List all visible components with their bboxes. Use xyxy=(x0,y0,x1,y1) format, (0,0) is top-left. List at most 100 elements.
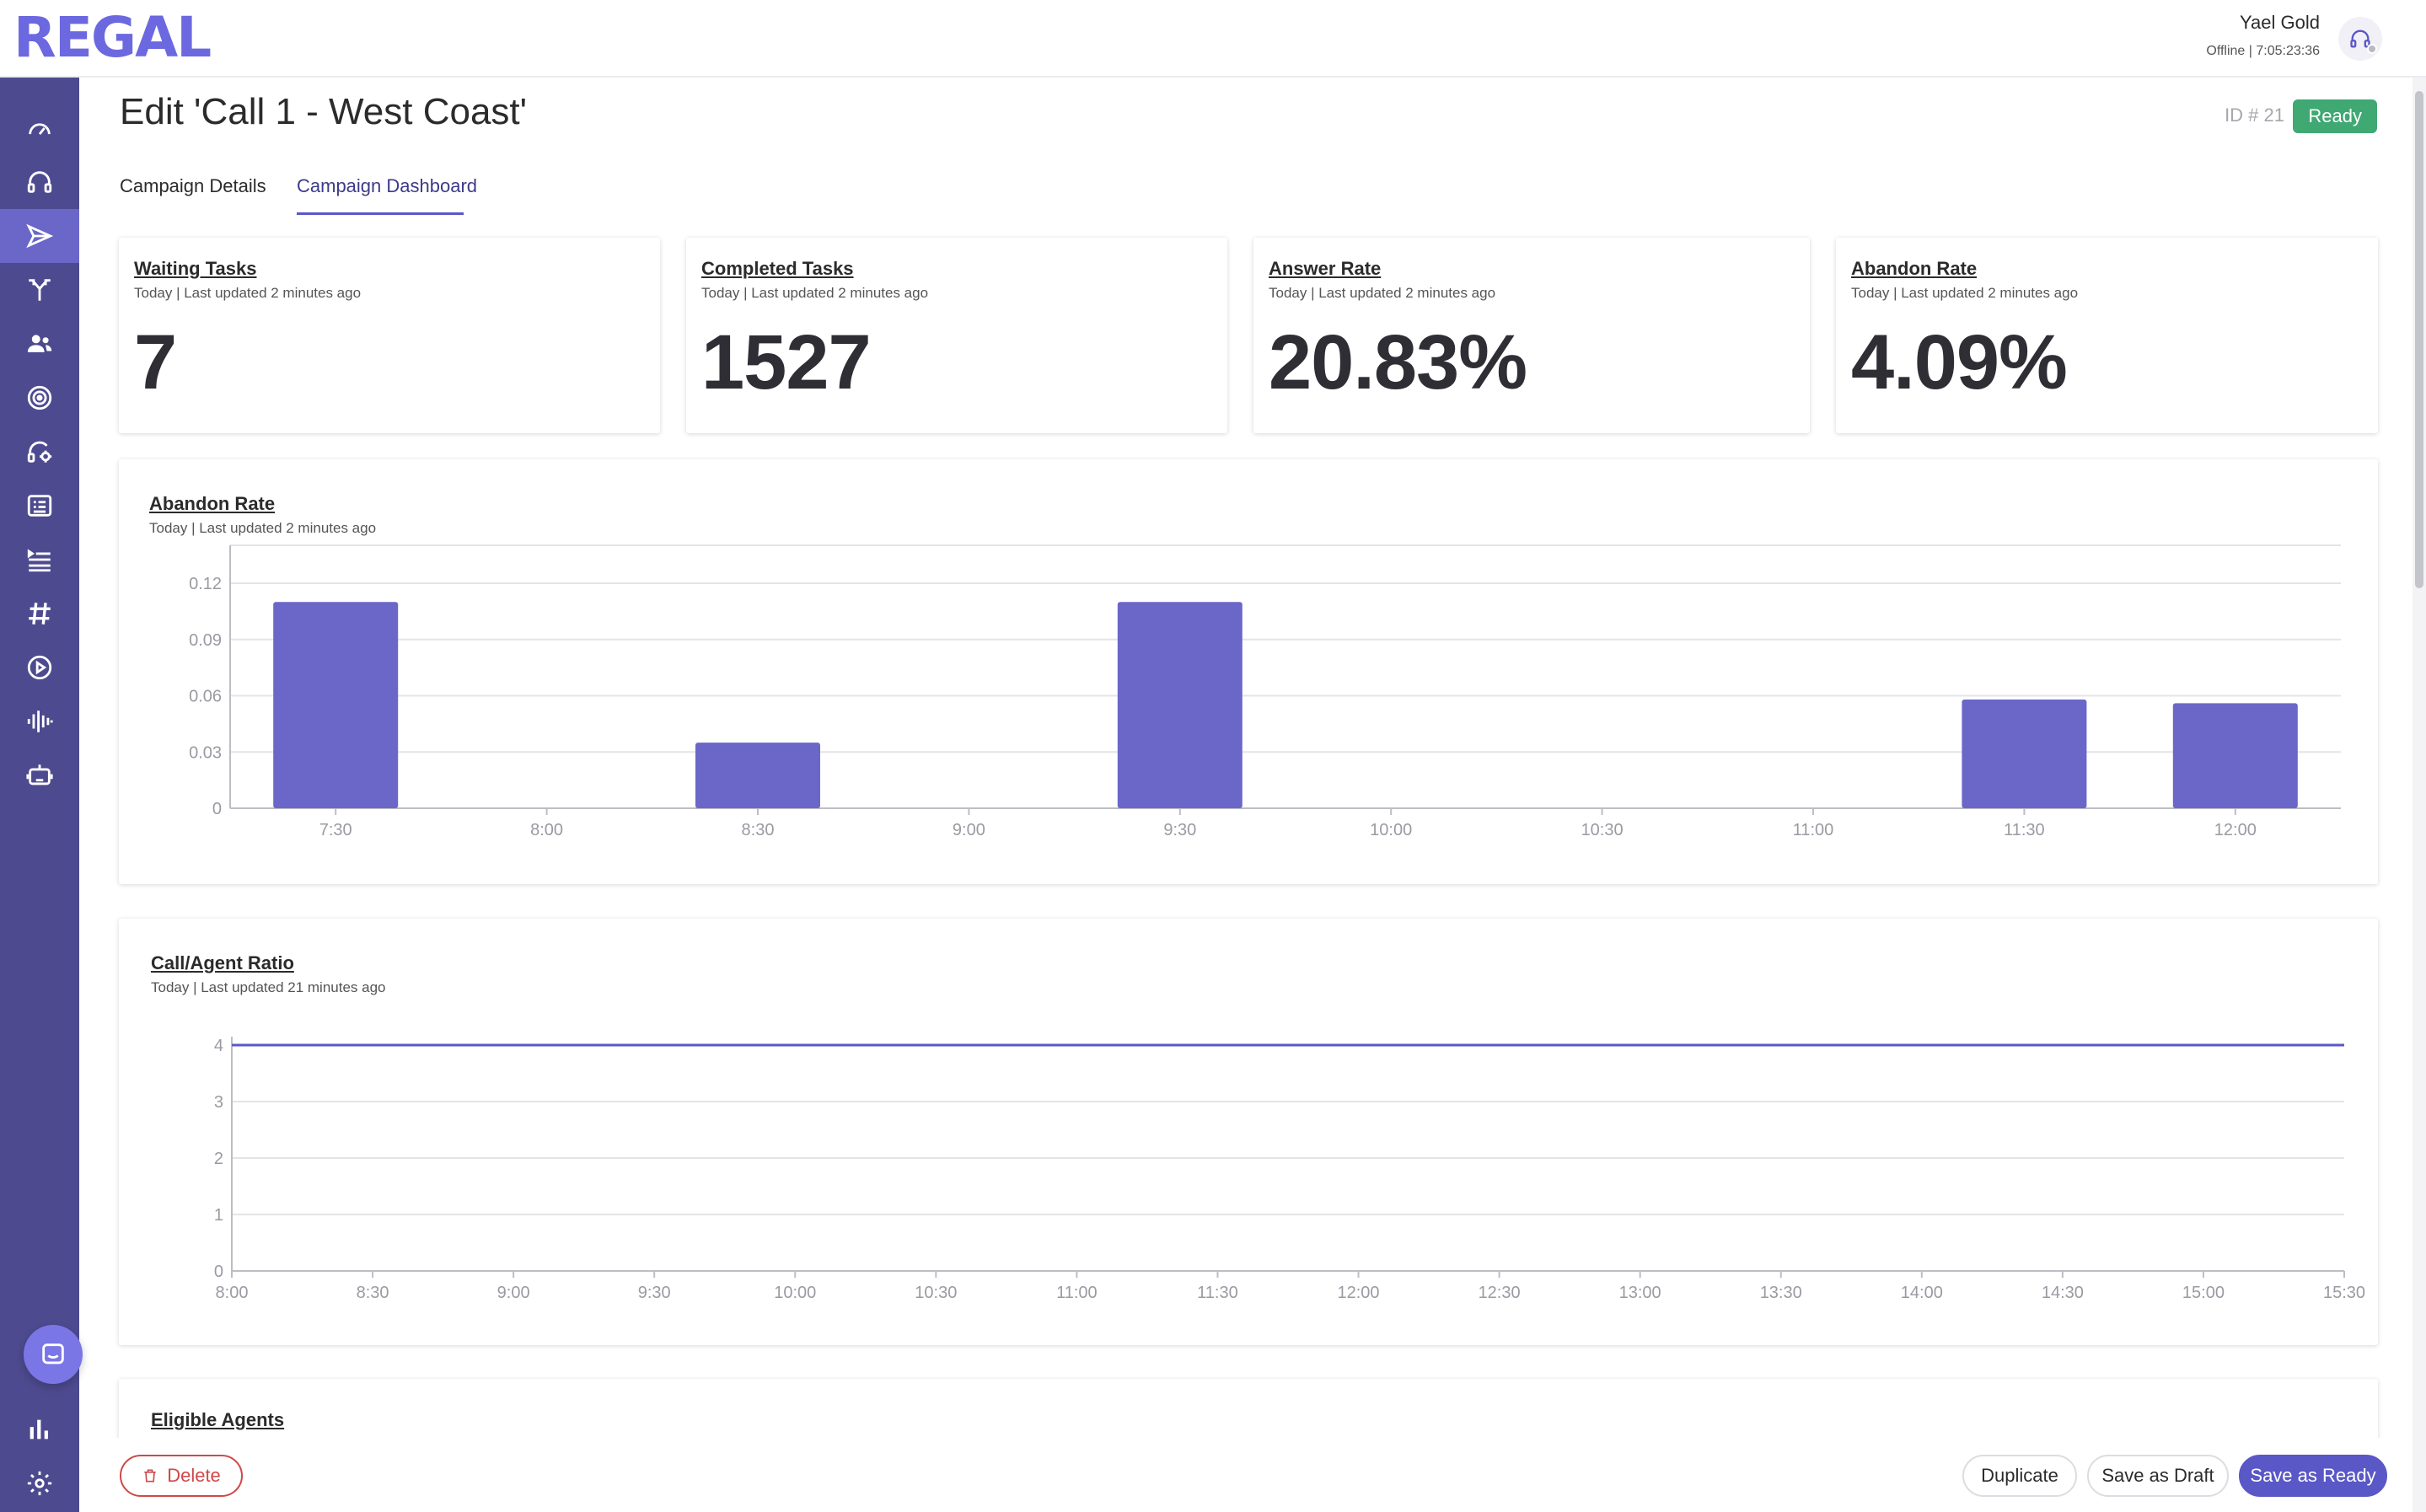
x-tick-label: 12:00 xyxy=(2214,821,2257,839)
metric-subtitle: Today | Last updated 2 minutes ago xyxy=(701,285,929,301)
delete-button[interactable]: Delete xyxy=(120,1455,243,1497)
metric-subtitle: Today | Last updated 2 minutes ago xyxy=(134,285,362,301)
chart-card-abandon-rate: Abandon Rate Today | Last updated 2 minu… xyxy=(119,459,2378,884)
chart-title[interactable]: Eligible Agents xyxy=(151,1409,285,1430)
metric-title[interactable]: Answer Rate xyxy=(1269,258,1382,279)
x-tick-label: 10:30 xyxy=(915,1284,957,1302)
robot-icon xyxy=(26,764,53,785)
tab-campaign-dashboard[interactable]: Campaign Dashboard xyxy=(297,175,478,196)
y-tick-label: 0.06 xyxy=(189,688,222,706)
y-tick-label: 0.09 xyxy=(189,631,222,650)
x-tick-label: 8:00 xyxy=(216,1284,249,1302)
sidebar-item-audio[interactable] xyxy=(0,694,79,748)
sidebar-item-contacts[interactable] xyxy=(0,317,79,371)
bar[interactable] xyxy=(273,602,399,808)
metric-subtitle: Today | Last updated 2 minutes ago xyxy=(1269,285,1496,301)
x-tick-label: 11:00 xyxy=(1793,821,1834,839)
metric-card-abandon-rate: Abandon Rate Today | Last updated 2 minu… xyxy=(1836,238,2378,433)
agent-status-button[interactable] xyxy=(2338,17,2382,61)
y-tick-label: 3 xyxy=(214,1093,223,1112)
save-as-draft-button[interactable]: Save as Draft xyxy=(2087,1455,2229,1497)
status-badge: Ready xyxy=(2293,99,2377,133)
x-tick-label: 12:30 xyxy=(1479,1284,1521,1302)
sidebar-item-bots[interactable] xyxy=(0,748,79,802)
x-tick-label: 9:00 xyxy=(953,821,985,839)
chart-title[interactable]: Abandon Rate xyxy=(149,493,276,514)
bar-chart-icon xyxy=(30,1419,48,1440)
sidebar-item-reports[interactable] xyxy=(0,1402,79,1456)
sidebar-item-audiences[interactable] xyxy=(0,371,79,425)
y-tick-label: 0 xyxy=(214,1263,223,1281)
hash-icon xyxy=(29,603,51,625)
sidebar-item-agents[interactable] xyxy=(0,425,79,479)
list-icon xyxy=(27,549,51,572)
user-name: Yael Gold xyxy=(2240,12,2320,33)
sidebar-item-journeys[interactable] xyxy=(0,263,79,317)
x-tick-label: 9:30 xyxy=(638,1284,671,1302)
sidebar-item-campaigns[interactable] xyxy=(0,209,79,263)
x-tick-label: 14:00 xyxy=(1901,1284,1943,1302)
chart-subtitle: Today | Last updated 2 minutes ago xyxy=(149,520,377,536)
metric-card-waiting-tasks: Waiting Tasks Today | Last updated 2 min… xyxy=(119,238,660,433)
regal-logo[interactable]: REGAL xyxy=(13,5,212,70)
send-icon xyxy=(26,223,54,249)
sidebar-item-agent-desktop[interactable] xyxy=(0,155,79,209)
sidebar-item-dashboard[interactable] xyxy=(0,101,79,155)
x-tick-label: 13:00 xyxy=(1619,1284,1661,1302)
bar[interactable] xyxy=(2172,703,2298,808)
metric-title[interactable]: Waiting Tasks xyxy=(134,258,257,279)
chart-title[interactable]: Call/Agent Ratio xyxy=(151,952,294,973)
x-tick-label: 11:30 xyxy=(2004,821,2045,839)
tab-campaign-details[interactable]: Campaign Details xyxy=(120,175,266,196)
x-tick-label: 8:00 xyxy=(530,821,563,839)
sidebar xyxy=(0,78,79,1512)
metric-card-answer-rate: Answer Rate Today | Last updated 2 minut… xyxy=(1253,238,1810,433)
chat-launcher-button[interactable] xyxy=(24,1325,83,1384)
metric-value: 7 xyxy=(134,319,177,405)
chart-subtitle: Today | Last updated 21 minutes ago xyxy=(151,979,386,995)
duplicate-button[interactable]: Duplicate xyxy=(1962,1455,2077,1497)
delete-button-label: Delete xyxy=(167,1465,221,1486)
sidebar-item-settings[interactable] xyxy=(0,1456,79,1510)
x-tick-label: 9:30 xyxy=(1163,821,1196,839)
bar[interactable] xyxy=(1962,699,2087,808)
metric-subtitle: Today | Last updated 2 minutes ago xyxy=(1851,285,2079,301)
metric-value: 20.83% xyxy=(1269,319,1527,405)
metric-value: 1527 xyxy=(701,319,872,405)
x-tick-label: 11:30 xyxy=(1197,1284,1238,1302)
x-tick-label: 12:00 xyxy=(1338,1284,1380,1302)
active-tab-indicator xyxy=(297,212,464,215)
headset-gear-icon xyxy=(27,441,52,463)
y-tick-label: 0 xyxy=(212,800,222,818)
chat-icon xyxy=(42,1343,64,1365)
gear-icon xyxy=(27,1471,52,1496)
x-tick-label: 9:00 xyxy=(497,1284,530,1302)
metric-title[interactable]: Abandon Rate xyxy=(1851,258,1978,279)
chart-card-call-agent-ratio: Call/Agent Ratio Today | Last updated 21… xyxy=(119,919,2378,1345)
status-dot xyxy=(2367,44,2377,54)
sidebar-item-queues[interactable] xyxy=(0,533,79,587)
bar[interactable] xyxy=(695,743,820,808)
x-tick-label: 7:30 xyxy=(319,821,352,839)
top-bar: REGAL Yael Gold Offline | 7:05:23:36 xyxy=(0,0,2426,78)
y-tick-label: 0.12 xyxy=(189,575,222,593)
y-tick-label: 1 xyxy=(214,1206,223,1225)
metric-card-completed-tasks: Completed Tasks Today | Last updated 2 m… xyxy=(686,238,1227,433)
x-tick-label: 10:30 xyxy=(1581,821,1624,839)
play-circle-icon xyxy=(27,655,52,680)
abandon-rate-bar-chart: 0 0.03 0.06 0.09 0.12 7:30 8:00 8:30 9:00 9:30 10:… xyxy=(189,544,2341,839)
y-tick-label: 4 xyxy=(214,1037,223,1055)
x-tick-label: 8:30 xyxy=(742,821,775,839)
sidebar-item-numbers[interactable] xyxy=(0,587,79,641)
x-tick-label: 10:00 xyxy=(1370,821,1412,839)
metric-title[interactable]: Completed Tasks xyxy=(701,258,854,279)
bar[interactable] xyxy=(1117,602,1243,808)
save-as-ready-button[interactable]: Save as Ready xyxy=(2239,1455,2387,1497)
scrollbar-thumb[interactable] xyxy=(2415,91,2423,588)
sidebar-item-recordings[interactable] xyxy=(0,641,79,694)
users-icon xyxy=(27,335,52,352)
waveform-icon xyxy=(27,710,53,732)
sidebar-item-tasks[interactable] xyxy=(0,479,79,533)
x-tick-label: 15:30 xyxy=(2323,1284,2365,1302)
